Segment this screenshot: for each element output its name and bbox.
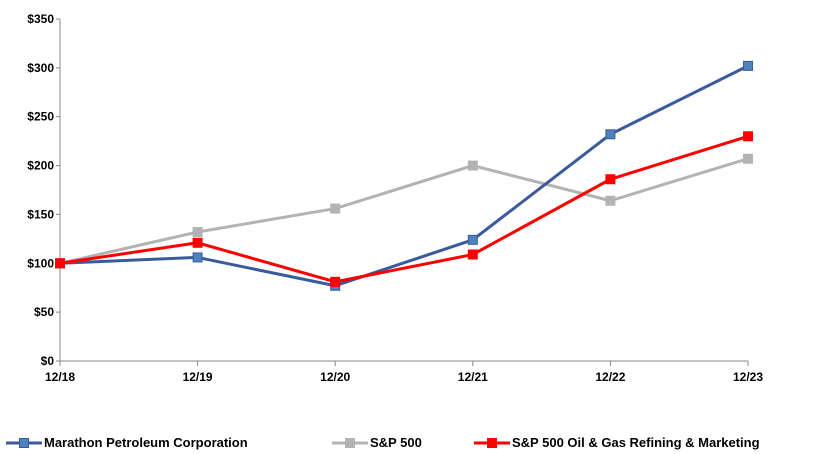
- axes: [59, 19, 748, 362]
- data-point-marker: [743, 131, 753, 142]
- data-point-marker: [467, 249, 478, 260]
- series-0: [55, 60, 753, 291]
- legend-item: S&P 500: [332, 435, 422, 450]
- x-axis-ticks: 12/18 12/19 12/20 12/21 12/22 12/23: [45, 361, 763, 384]
- legend-marker: [19, 438, 29, 448]
- y-tick-label: $0: [41, 354, 55, 368]
- data-point-marker: [467, 160, 478, 171]
- legend-marker: [345, 438, 355, 448]
- data-point-marker: [330, 276, 341, 287]
- x-tick-label: 12/23: [733, 370, 763, 384]
- data-point-marker: [467, 234, 478, 245]
- y-tick-label: $200: [27, 159, 54, 173]
- y-tick-label: $350: [27, 12, 54, 26]
- legend-item: S&P 500 Oil & Gas Refining & Marketing: [474, 435, 760, 450]
- legend: Marathon Petroleum Corporation S&P 500 S&P…: [6, 435, 760, 450]
- data-point-marker: [605, 195, 616, 206]
- data-point-marker: [743, 153, 753, 164]
- x-tick-label: 12/19: [183, 370, 213, 384]
- series-layer: [55, 60, 753, 291]
- series-line: [59, 134, 749, 284]
- series-line: [59, 157, 749, 265]
- y-tick-label: $300: [27, 61, 54, 75]
- data-point-marker: [192, 252, 203, 263]
- data-point-marker: [743, 60, 753, 71]
- y-tick-label: $250: [27, 110, 54, 124]
- x-tick-label: 12/22: [595, 370, 625, 384]
- x-tick-label: 12/18: [45, 370, 75, 384]
- data-point-marker: [330, 203, 341, 214]
- legend-label: S&P 500 Oil & Gas Refining & Marketing: [512, 435, 760, 450]
- y-tick-label: $100: [27, 256, 54, 270]
- data-point-marker: [605, 174, 616, 185]
- legend-label: S&P 500: [370, 435, 422, 450]
- y-axis-ticks: $0 $50 $100 $150 $200 $250 $300 $350: [27, 12, 60, 368]
- data-point-marker: [605, 129, 616, 140]
- series-line: [59, 64, 749, 288]
- legend-label: Marathon Petroleum Corporation: [44, 435, 248, 450]
- series-2: [55, 131, 753, 287]
- legend-item: Marathon Petroleum Corporation: [6, 435, 248, 450]
- series-1: [55, 153, 753, 269]
- legend-marker: [487, 438, 497, 448]
- data-point-marker: [192, 227, 203, 238]
- data-point-marker: [192, 237, 203, 248]
- y-tick-label: $50: [34, 305, 54, 319]
- x-tick-label: 12/21: [458, 370, 488, 384]
- y-tick-label: $150: [27, 207, 54, 221]
- data-point-marker: [55, 258, 65, 269]
- x-tick-label: 12/20: [320, 370, 350, 384]
